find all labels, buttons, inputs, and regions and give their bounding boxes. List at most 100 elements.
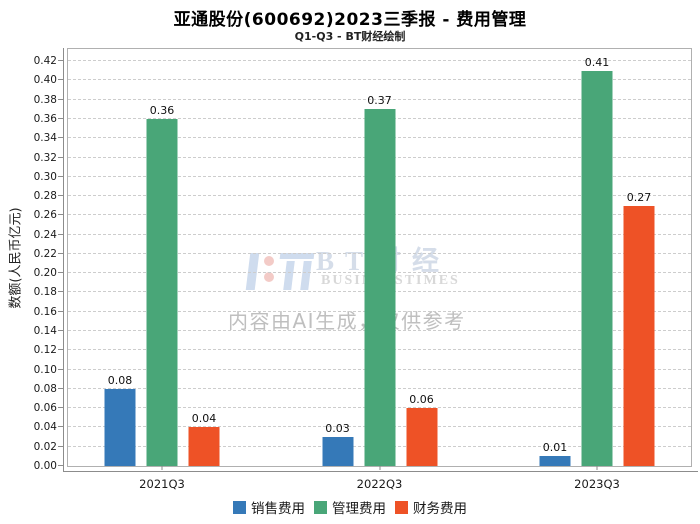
y-tick-label: 0.22: [33, 248, 57, 260]
bar-group-2022q3: 0.03 0.37 0.06: [322, 49, 437, 466]
bar-series0-2023q3: [539, 456, 571, 466]
y-tick-mark: [58, 253, 63, 254]
y-tick-mark: [58, 369, 63, 370]
y-tick-label: 0.36: [33, 113, 57, 125]
bar-series1-2023q3: [581, 71, 613, 466]
bar-col: 0.03: [322, 422, 353, 466]
bar-value-label: 0.04: [191, 412, 217, 425]
y-tick-label: 0.40: [33, 74, 57, 86]
x-tick-mark: [596, 466, 598, 470]
y-tick-label: 0.18: [33, 286, 57, 298]
legend-label: 管理费用: [332, 501, 386, 517]
bar-value-label: 0.41: [584, 56, 610, 69]
bt-logo-pi-right-icon: [300, 261, 312, 290]
legend-item-series1: 管理费用: [314, 497, 386, 517]
y-axis-title: 数额(人民币亿元): [8, 207, 24, 309]
bar-value-label: 0.03: [325, 422, 350, 435]
y-tick-mark: [58, 176, 63, 177]
legend-label: 财务费用: [413, 501, 467, 517]
y-tick-label: 0.24: [33, 229, 57, 241]
x-tick-mark: [379, 466, 380, 470]
y-tick-label: 0.20: [33, 267, 57, 279]
bt-logo-pi-left-icon: [283, 261, 295, 290]
x-tick-label: 2023Q3: [574, 477, 620, 491]
legend: 销售费用 管理费用 财务费用: [0, 497, 700, 517]
y-tick-label: 0.14: [33, 325, 57, 337]
bar-group-2023q3: 0.01 0.41 0.27: [539, 49, 655, 466]
y-tick-mark: [58, 330, 63, 331]
bt-logo-dot-icon: [264, 272, 274, 282]
chart-title: 亚通股份(600692)2023三季报 - 费用管理: [173, 10, 527, 30]
bar-col: 0.27: [623, 191, 655, 466]
y-tick-label: 0.30: [33, 171, 57, 183]
x-tick-label: 2021Q3: [139, 477, 185, 491]
y-tick-mark: [58, 272, 63, 273]
bar-series2-2022q3: [406, 408, 437, 466]
y-tick-label: 0.08: [33, 383, 57, 395]
bar-series1-2021q3: [146, 119, 178, 466]
bar-series0-2021q3: [104, 389, 136, 466]
gridline: [68, 79, 691, 80]
y-tick-label: 0.34: [33, 132, 57, 144]
bar-col: 0.41: [581, 56, 613, 466]
y-tick-label: 0.04: [33, 421, 57, 433]
bar-value-label: 0.36: [149, 104, 175, 117]
x-tick-label: 2022Q3: [356, 477, 403, 491]
gridline: [68, 60, 691, 61]
bar-col: 0.04: [188, 412, 220, 466]
y-tick-label: 0.06: [33, 402, 57, 414]
bar-series0-2022q3: [322, 437, 353, 466]
bar-value-label: 0.08: [107, 374, 133, 387]
y-tick-mark: [58, 137, 63, 138]
legend-item-series2: 财务费用: [395, 497, 467, 517]
bar-group-2021q3: 0.08 0.36 0.04: [104, 49, 220, 466]
y-tick-label: 0.10: [33, 364, 57, 376]
y-tick-mark: [58, 465, 63, 466]
y-tick-mark: [58, 214, 63, 215]
y-tick-label: 0.38: [33, 94, 57, 106]
bar-value-label: 0.27: [626, 191, 652, 204]
y-tick-mark: [58, 311, 63, 312]
bar-col: 0.06: [406, 393, 437, 466]
legend-swatch-icon: [233, 500, 246, 514]
bar-value-label: 0.37: [367, 94, 392, 107]
y-tick-mark: [58, 426, 63, 427]
legend-swatch-icon: [395, 500, 408, 514]
y-axis-line: [63, 48, 64, 471]
y-tick-label: 0.16: [33, 306, 57, 318]
bar-value-label: 0.06: [409, 393, 434, 406]
bar-col: 0.37: [364, 94, 395, 466]
bar-series2-2023q3: [623, 206, 655, 466]
plot-area: BT财经 BUSINESSTIMES 内容由AI生成，仅供参考 0.000.02…: [34, 48, 692, 491]
bar-value-label: 0.01: [542, 441, 568, 454]
y-tick-label: 0.12: [33, 344, 57, 356]
y-tick-label: 0.28: [33, 190, 57, 202]
legend-swatch-icon: [314, 500, 327, 514]
y-tick-mark: [58, 234, 63, 235]
chart-subtitle: Q1-Q3 - BT财经绘制: [294, 30, 406, 43]
y-tick-mark: [58, 291, 63, 292]
x-tick-mark: [161, 466, 163, 470]
y-tick-label: 0.26: [33, 209, 57, 221]
bar-col: 0.01: [539, 441, 571, 466]
bar-col: 0.36: [146, 104, 178, 466]
legend-item-series0: 销售费用: [233, 497, 305, 517]
y-tick-label: 0.02: [33, 441, 57, 453]
x-axis-line: [63, 471, 698, 472]
y-tick-label: 0.32: [33, 152, 57, 164]
bar-series1-2022q3: [364, 109, 395, 466]
y-tick-mark: [58, 349, 63, 350]
y-tick-label: 0.00: [33, 460, 57, 472]
y-tick-mark: [58, 388, 63, 389]
bar-col: 0.08: [104, 374, 136, 466]
y-tick-mark: [58, 157, 63, 158]
y-tick-mark: [58, 446, 63, 447]
bt-logo-dot-icon: [264, 256, 274, 266]
y-tick-mark: [58, 79, 63, 80]
y-tick-mark: [58, 99, 63, 100]
legend-label: 销售费用: [251, 501, 305, 517]
y-tick-mark: [58, 118, 63, 119]
y-tick-label: 0.42: [33, 55, 57, 67]
y-tick-mark: [58, 195, 63, 196]
